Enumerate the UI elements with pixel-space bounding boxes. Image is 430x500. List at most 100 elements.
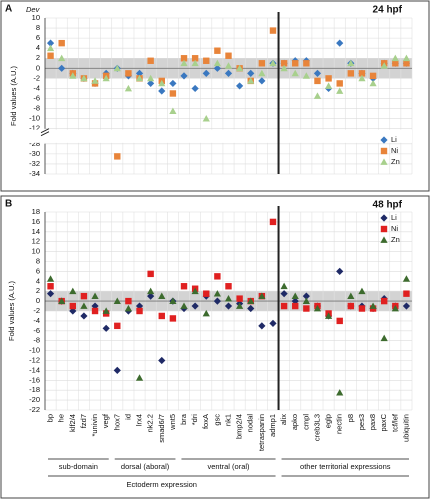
- marker: [180, 72, 188, 80]
- marker: [247, 69, 255, 77]
- marker: [358, 74, 366, 82]
- annotation: Dev: [26, 5, 41, 14]
- marker: [280, 282, 288, 290]
- legend-label: Ni: [391, 224, 398, 233]
- x-tick-label: tcf/lef: [390, 413, 399, 432]
- marker: [280, 302, 288, 310]
- y-tick-label: 6: [36, 33, 40, 42]
- marker: [191, 59, 199, 67]
- marker: [213, 64, 221, 72]
- legend-label: Zn: [391, 157, 400, 166]
- y-tick-label: -8: [33, 104, 40, 113]
- marker: [336, 39, 344, 47]
- x-tick-label: bmp2/4: [235, 414, 244, 439]
- y-axis-title: Fold values (A.U.): [7, 280, 16, 341]
- x-tick-label: creb3L3: [312, 414, 321, 441]
- marker: [269, 319, 277, 327]
- y-tick-label: 2: [36, 286, 40, 295]
- marker: [336, 389, 344, 396]
- legend-label: Li: [391, 135, 397, 144]
- x-tick-label: *dri: [190, 414, 199, 426]
- x-tick-label: klf2/4: [68, 414, 77, 432]
- marker: [213, 290, 221, 297]
- marker: [225, 283, 232, 290]
- y-tick-label: -6: [33, 326, 40, 335]
- y-tick-label: -14: [29, 365, 40, 374]
- marker: [224, 295, 233, 302]
- legend-marker: [380, 147, 388, 155]
- marker: [135, 374, 144, 381]
- panel-frame: [0, 195, 430, 499]
- y-tick-label: -34: [29, 169, 40, 178]
- super-group-label: other territorial expressions: [300, 462, 391, 471]
- marker: [269, 59, 277, 67]
- marker: [347, 292, 355, 300]
- x-tick-label: id: [123, 414, 132, 420]
- y-tick-label: -32: [29, 159, 40, 168]
- marker: [46, 39, 55, 47]
- y-tick-label: 8: [36, 23, 40, 32]
- marker: [58, 297, 66, 304]
- marker: [269, 218, 277, 226]
- marker: [224, 302, 233, 310]
- x-tick-label: gsc: [212, 414, 221, 426]
- marker: [147, 79, 155, 88]
- x-tick-label: p8: [346, 414, 355, 422]
- marker: [358, 287, 366, 295]
- marker: [91, 307, 99, 315]
- y-tick-label: 14: [32, 227, 40, 236]
- marker: [113, 366, 121, 374]
- marker: [336, 317, 343, 325]
- marker: [336, 80, 343, 87]
- marker: [347, 302, 355, 310]
- marker: [46, 275, 55, 282]
- x-tick-label: cmpl: [301, 414, 310, 430]
- marker: [124, 84, 133, 92]
- marker: [324, 82, 333, 89]
- y-tick-label: -8: [33, 336, 40, 345]
- x-tick-label: admp1: [268, 414, 277, 437]
- marker: [124, 304, 133, 312]
- panel-letter: A: [5, 4, 12, 15]
- marker: [403, 60, 410, 67]
- y-axis-title: Fold values (A.U.): [9, 65, 18, 126]
- marker: [191, 55, 199, 62]
- marker: [202, 309, 210, 317]
- x-tick-label: nk2.2: [146, 414, 155, 432]
- marker: [236, 82, 244, 90]
- y-tick-label: -6: [33, 94, 40, 103]
- marker: [247, 304, 255, 313]
- marker: [369, 79, 377, 87]
- marker: [280, 64, 288, 72]
- marker: [46, 44, 55, 52]
- marker: [47, 52, 54, 59]
- marker: [203, 57, 210, 64]
- legend-marker: [380, 225, 388, 233]
- marker: [380, 334, 388, 342]
- x-tick-label: hox7: [112, 414, 121, 430]
- y-tick-label: 2: [36, 53, 40, 62]
- y-tick-label: -2: [33, 306, 40, 315]
- marker: [302, 72, 310, 79]
- y-tick-label: 4: [36, 43, 40, 52]
- marker: [125, 70, 132, 77]
- marker: [80, 302, 88, 309]
- marker: [403, 290, 410, 297]
- marker: [324, 312, 333, 319]
- marker: [313, 69, 322, 77]
- y-tick-label: 18: [32, 207, 40, 216]
- marker: [114, 322, 121, 330]
- marker: [158, 79, 166, 87]
- marker: [247, 77, 255, 84]
- marker: [402, 302, 411, 310]
- x-tick-label: pes3: [357, 414, 366, 430]
- legend-marker: [380, 158, 388, 165]
- marker: [125, 297, 132, 305]
- marker: [147, 292, 155, 300]
- marker: [402, 275, 411, 282]
- marker: [391, 304, 399, 312]
- marker: [347, 59, 355, 67]
- group-label: dorsal (aboral): [121, 462, 170, 471]
- marker: [114, 153, 121, 160]
